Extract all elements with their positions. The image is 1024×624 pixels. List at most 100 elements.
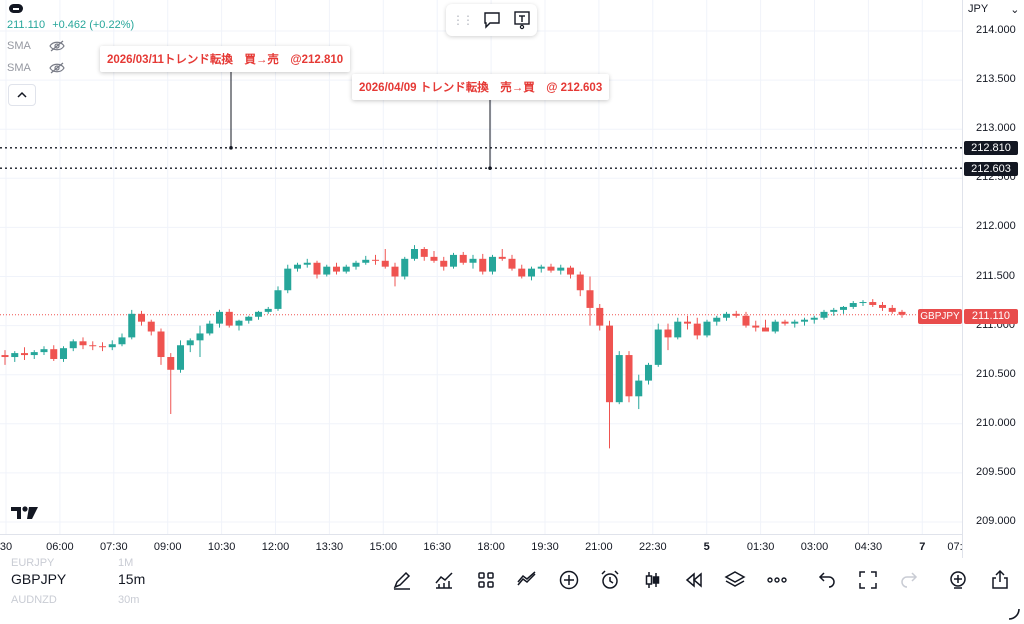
- indicators-icon[interactable]: [432, 568, 456, 592]
- annotation-callout-2[interactable]: 2026/04/09 トレンド転換 売→買 @ 212.603: [352, 74, 610, 100]
- candle: [703, 319, 711, 338]
- candle-body: [225, 311, 233, 326]
- candle: [566, 265, 575, 279]
- grid-icon[interactable]: [474, 568, 498, 592]
- symbol-price-label: GBPJPY: [918, 309, 962, 324]
- timeframe-selector[interactable]: 15m: [118, 571, 146, 587]
- candle-body: [118, 337, 126, 345]
- time-tick-label: 22:30: [639, 541, 667, 553]
- time-tick-label: 12:00: [261, 541, 290, 553]
- candle-body: [40, 349, 48, 353]
- candle: [206, 320, 214, 336]
- drag-handle-icon[interactable]: ⋮⋮: [452, 13, 474, 27]
- layers-icon[interactable]: [723, 568, 747, 592]
- candle: [147, 319, 155, 336]
- candle: [839, 305, 848, 314]
- candle-body: [264, 308, 272, 312]
- candle: [479, 253, 487, 275]
- time-axis[interactable]: 30 06:00 07:30 09:00 10:30 12:00 13:30 15:00 16:…: [0, 534, 963, 557]
- undo-icon[interactable]: [814, 568, 838, 592]
- candle: [323, 264, 331, 277]
- plus-circle-icon[interactable]: [557, 568, 581, 592]
- candle-body: [215, 311, 224, 324]
- collapse-legend-button[interactable]: [8, 84, 36, 106]
- symbol-selector[interactable]: GBPJPY: [11, 571, 67, 587]
- currency-select[interactable]: JPY ⌄: [968, 3, 1019, 16]
- candle: [644, 362, 653, 385]
- candle-body: [381, 260, 389, 267]
- candle-body: [459, 254, 467, 263]
- candle-body: [206, 323, 214, 334]
- annotation-callout-1[interactable]: 2026/03/11トレンド転換 買→売 @212.810: [100, 46, 351, 72]
- fullscreen-icon[interactable]: [856, 568, 880, 592]
- candle: [430, 250, 438, 263]
- candle-body: [752, 325, 760, 328]
- candle: [284, 264, 292, 294]
- candle: [830, 307, 838, 316]
- candle: [332, 262, 341, 275]
- candle: [547, 263, 555, 273]
- text-note-icon[interactable]: [512, 10, 532, 30]
- add-alert-icon[interactable]: [946, 568, 970, 592]
- pen-icon[interactable]: [390, 568, 414, 592]
- alarm-icon[interactable]: [598, 568, 622, 592]
- eye-off-icon[interactable]: [49, 40, 65, 52]
- candle: [245, 315, 253, 324]
- candle: [859, 300, 867, 306]
- candle: [878, 302, 887, 311]
- candle: [11, 351, 19, 362]
- candle-body: [167, 357, 175, 370]
- candle: [800, 317, 809, 326]
- candle: [30, 350, 38, 359]
- indicator-row-sma-1[interactable]: SMA: [7, 40, 65, 52]
- candle-body: [732, 313, 740, 316]
- current-price-tag: 211.110: [964, 309, 1018, 324]
- indicator-row-sma-2[interactable]: SMA: [7, 62, 65, 74]
- price-scale[interactable]: [962, 0, 1024, 558]
- annotation-anchor-dot: [488, 166, 492, 170]
- share-icon[interactable]: [988, 568, 1012, 592]
- time-tick-label: 01:30: [746, 541, 775, 553]
- candle: [615, 351, 623, 405]
- candle: [664, 323, 672, 351]
- candle-body: [274, 290, 282, 309]
- candle: [654, 323, 662, 367]
- candles-icon[interactable]: [640, 568, 664, 592]
- candle: [469, 254, 477, 269]
- candle-body: [693, 323, 701, 336]
- candle: [381, 249, 389, 269]
- price-tick-label: 209.500: [976, 465, 1016, 478]
- eye-off-icon[interactable]: [49, 62, 65, 74]
- candle-body: [849, 303, 857, 307]
- candle: [605, 320, 614, 449]
- more-icon[interactable]: [765, 568, 789, 592]
- chart-pane[interactable]: [0, 0, 962, 534]
- candle-body: [59, 348, 68, 359]
- line-price-tag-1: 212.810: [964, 141, 1018, 155]
- candle-body: [293, 264, 302, 269]
- candle: [674, 317, 682, 340]
- floating-drawing-toolbar[interactable]: ⋮⋮: [446, 4, 537, 36]
- candle: [537, 264, 545, 273]
- candle: [59, 346, 68, 362]
- collapse-pill-icon[interactable]: [9, 4, 23, 13]
- candlestick-chart[interactable]: [0, 0, 962, 534]
- compare-icon[interactable]: [515, 568, 539, 592]
- legend-last-price: 211.110: [7, 19, 46, 31]
- time-tick-label: 7: [919, 541, 926, 553]
- candle: [420, 247, 428, 261]
- comment-icon[interactable]: [482, 10, 502, 30]
- time-tick-label: 18:00: [477, 541, 505, 553]
- candle-body: [742, 315, 750, 326]
- price-tick-label: 214.000: [976, 24, 1016, 36]
- indicator-label: SMA: [7, 40, 31, 52]
- replay-icon[interactable]: [682, 568, 706, 592]
- legend-change: +0.462: [52, 19, 87, 31]
- candle: [157, 328, 165, 365]
- price-tick-label: 209.000: [976, 515, 1016, 527]
- candle: [596, 303, 604, 331]
- candle-body: [157, 331, 165, 358]
- candle: [225, 308, 233, 328]
- candle-body: [527, 268, 536, 277]
- resize-handle-icon[interactable]: [1008, 608, 1020, 620]
